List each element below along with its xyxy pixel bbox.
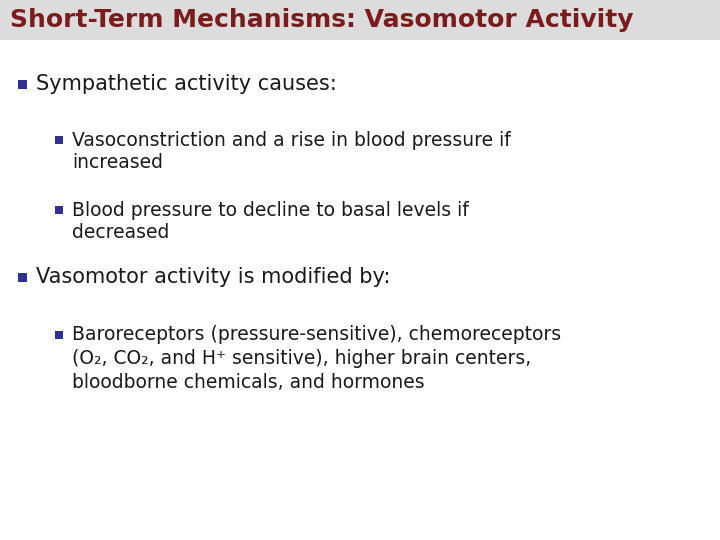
Text: Sympathetic activity causes:: Sympathetic activity causes: bbox=[36, 74, 337, 94]
FancyBboxPatch shape bbox=[55, 331, 63, 339]
Text: Blood pressure to decline to basal levels if: Blood pressure to decline to basal level… bbox=[72, 200, 469, 219]
Text: (O₂, CO₂, and H⁺ sensitive), higher brain centers,: (O₂, CO₂, and H⁺ sensitive), higher brai… bbox=[72, 349, 531, 368]
Text: Baroreceptors (pressure-sensitive), chemoreceptors: Baroreceptors (pressure-sensitive), chem… bbox=[72, 326, 561, 345]
FancyBboxPatch shape bbox=[55, 206, 63, 214]
Text: decreased: decreased bbox=[72, 224, 169, 242]
FancyBboxPatch shape bbox=[55, 136, 63, 144]
Text: bloodborne chemicals, and hormones: bloodborne chemicals, and hormones bbox=[72, 374, 425, 393]
Text: increased: increased bbox=[72, 153, 163, 172]
FancyBboxPatch shape bbox=[18, 79, 27, 89]
Text: Vasomotor activity is modified by:: Vasomotor activity is modified by: bbox=[36, 267, 390, 287]
FancyBboxPatch shape bbox=[0, 0, 720, 40]
Text: Short-Term Mechanisms: Vasomotor Activity: Short-Term Mechanisms: Vasomotor Activit… bbox=[10, 8, 634, 32]
Text: Vasoconstriction and a rise in blood pressure if: Vasoconstriction and a rise in blood pre… bbox=[72, 131, 510, 150]
FancyBboxPatch shape bbox=[18, 273, 27, 281]
